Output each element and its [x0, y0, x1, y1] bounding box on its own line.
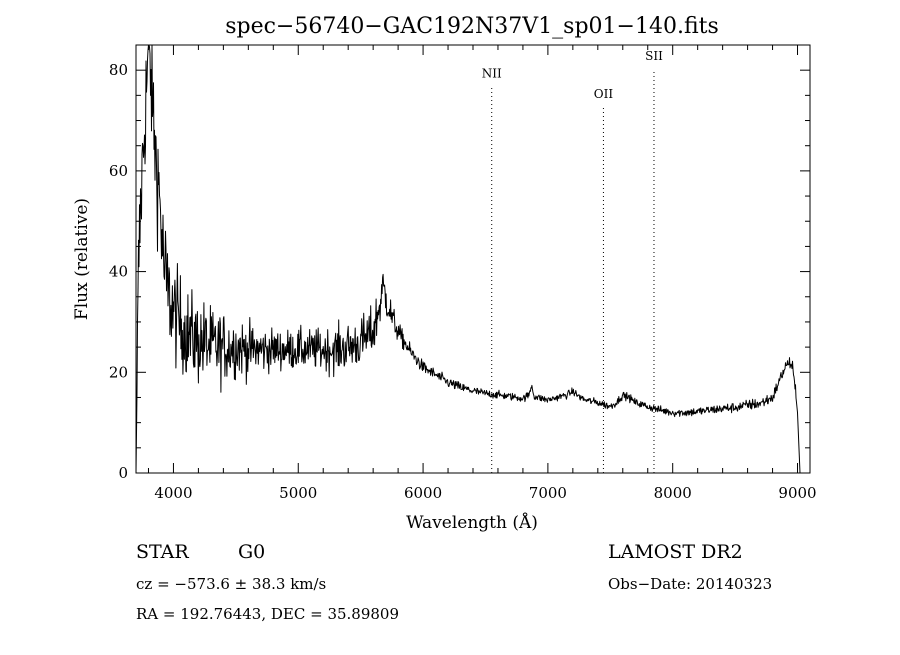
- observation-date: Obs−Date: 20140323: [608, 575, 772, 593]
- spectrum-series: [135, 44, 801, 474]
- line-marker-label: NII: [482, 67, 502, 81]
- x-tick-label: 8000: [654, 484, 692, 502]
- x-axis: 4000 5000 6000 7000 8000 9000: [147, 45, 817, 502]
- spectrum-line: [135, 44, 801, 474]
- redshift-velocity: cz = −573.6 ± 38.3 km/s: [136, 575, 326, 593]
- plot-frame: [135, 44, 811, 474]
- y-axis: 0 20 40 60 80: [109, 44, 810, 482]
- x-tick-label: 7000: [529, 484, 567, 502]
- y-tick-label: 0: [118, 464, 128, 482]
- y-tick-label: 40: [109, 263, 128, 281]
- x-tick-label: 6000: [404, 484, 442, 502]
- y-axis-label: Flux (relative): [72, 198, 92, 320]
- x-tick-label: 4000: [154, 484, 192, 502]
- x-tick-label: 5000: [279, 484, 317, 502]
- survey-name: LAMOST DR2: [608, 541, 743, 563]
- emission-line-markers: NII OII SII: [482, 49, 663, 473]
- object-subclass: G0: [238, 541, 265, 563]
- y-tick-label: 20: [109, 363, 128, 381]
- y-tick-label: 80: [109, 61, 128, 79]
- line-marker-label: SII: [645, 49, 663, 63]
- object-class: STAR: [136, 541, 189, 563]
- x-tick-label: 9000: [778, 484, 816, 502]
- x-axis-label: Wavelength (Å): [406, 512, 538, 533]
- line-marker-label: OII: [594, 87, 614, 101]
- sky-coordinates: RA = 192.76443, DEC = 35.89809: [136, 605, 399, 623]
- chart-title: spec−56740−GAC192N37V1_sp01−140.fits: [225, 14, 719, 39]
- y-tick-label: 60: [109, 162, 128, 180]
